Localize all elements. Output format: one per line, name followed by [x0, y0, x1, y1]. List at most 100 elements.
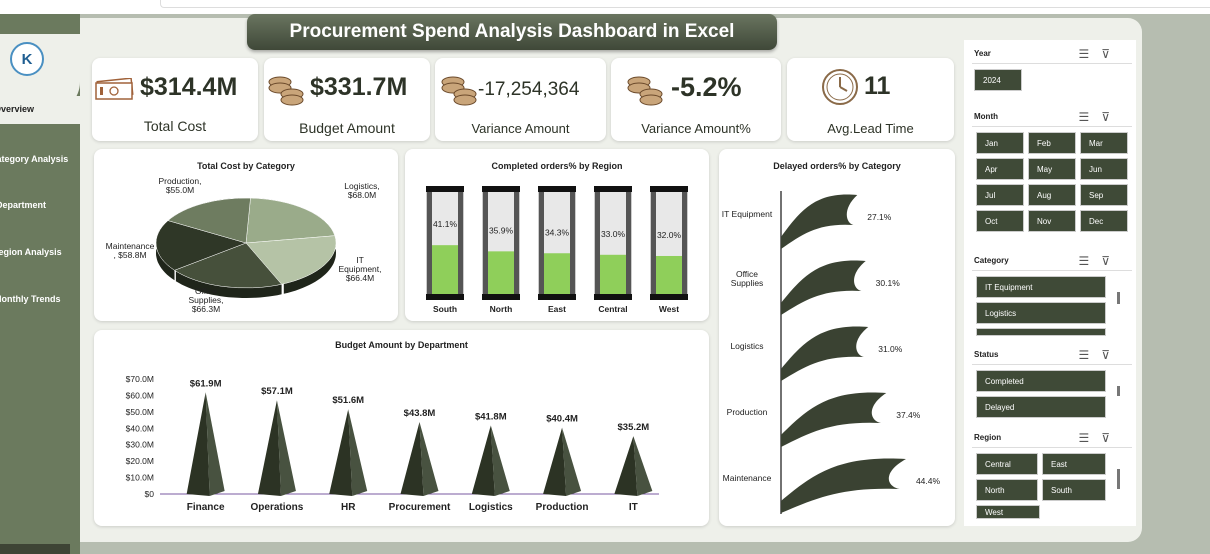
slicer-item-month[interactable]: Jan — [976, 132, 1024, 154]
slicer-separator — [972, 270, 1132, 271]
slicer-item-month[interactable]: Mar — [1080, 132, 1128, 154]
delayed-bar-it-equipment[interactable] — [781, 194, 858, 249]
kpi-label: Variance Amount — [471, 121, 570, 136]
delayed-bar-office-supplies[interactable] — [781, 260, 866, 315]
clear-filter-icon[interactable]: ⊽ — [1101, 348, 1122, 362]
slicer-item-month[interactable]: Jun — [1080, 158, 1128, 180]
budget-bar-finance[interactable] — [205, 392, 225, 496]
multi-select-icon[interactable]: ☰ — [1078, 110, 1102, 124]
pyramid-left-face — [257, 400, 281, 496]
clear-filter-icon[interactable]: ⊽ — [1101, 47, 1122, 61]
tube-cap — [538, 186, 576, 192]
chart-title: Delayed orders% by Category — [773, 161, 901, 171]
category-label: Production — [536, 502, 589, 513]
pie-slice-side — [283, 235, 336, 294]
slicer-item-month[interactable]: Apr — [976, 158, 1024, 180]
top-strip — [0, 0, 1210, 14]
multi-select-icon[interactable]: ☰ — [1078, 348, 1102, 362]
slicer-item-month[interactable]: Dec — [1080, 210, 1128, 232]
delayed-bar-production[interactable] — [781, 392, 887, 447]
completed-bar-north[interactable] — [488, 251, 514, 294]
budget-bar-operations[interactable] — [276, 400, 296, 496]
completed-bar-central[interactable] — [600, 254, 626, 294]
slicer-title: Month — [974, 112, 998, 121]
clear-filter-icon[interactable]: ⊽ — [1101, 431, 1122, 445]
sidebar-footer — [0, 544, 70, 554]
multi-select-icon[interactable]: ☰ — [1078, 431, 1102, 445]
completed-orders-chart: 41.1% South 35.9% North 34.3% East 33.0% Centra… — [426, 186, 688, 314]
multi-select-icon[interactable]: ☰ — [1078, 47, 1102, 61]
nav-department[interactable]: Department — [0, 194, 80, 216]
kpi-value: -17,254,364 — [478, 79, 580, 100]
nav-category-analysis[interactable]: Category Analysis — [0, 148, 80, 170]
nav-monthly-trends[interactable]: Monthly Trends — [0, 288, 80, 310]
coins-icon — [268, 76, 304, 106]
slicer-scrollbar[interactable] — [1117, 292, 1120, 304]
slicer-item-month[interactable]: Nov — [1028, 210, 1076, 232]
tube-base — [594, 294, 632, 300]
multi-select-icon[interactable]: ☰ — [1078, 254, 1102, 268]
slicer-item[interactable]: Logistics — [976, 302, 1106, 324]
slicer-scrollbar[interactable] — [1117, 386, 1120, 396]
y-tick-label: $60.0M — [126, 390, 154, 400]
completed-bar-west[interactable] — [656, 255, 682, 294]
budget-bar-production[interactable] — [562, 427, 582, 496]
pyramid-left-face — [400, 422, 424, 496]
slicer-item-month[interactable]: May — [1028, 158, 1076, 180]
slicer-item-month[interactable]: Aug — [1028, 184, 1076, 206]
category-label: West — [659, 304, 679, 314]
pie-data-label: Production, $55.0M — [159, 176, 202, 195]
pie-slice-office-supplies[interactable] — [173, 242, 283, 289]
nav-overview[interactable]: Overview — [0, 96, 80, 124]
nav-label: Category Analysis — [0, 154, 69, 164]
budget-bar-it[interactable] — [633, 436, 653, 496]
tube-shadow — [427, 189, 432, 297]
pie-slice-logistics[interactable] — [245, 197, 336, 244]
category-label: East — [548, 304, 566, 314]
category-label: HR — [341, 502, 356, 513]
slicer-item[interactable]: IT Equipment — [976, 276, 1106, 298]
slicer-item[interactable]: 2024 — [974, 69, 1022, 91]
y-tick-label: $0 — [145, 489, 155, 499]
nav-region-analysis[interactable]: Region Analysis — [0, 241, 80, 263]
pie-slice-maintenance[interactable] — [155, 220, 247, 271]
budget-bar-hr[interactable] — [348, 409, 368, 496]
tube-cap — [650, 186, 688, 192]
budget-bar-procurement[interactable] — [419, 422, 439, 496]
category-label: Office Supplies — [731, 269, 764, 288]
slicer-item[interactable]: South — [1042, 479, 1106, 501]
clear-filter-icon[interactable]: ⊽ — [1101, 254, 1122, 268]
slicer-item[interactable]: Central — [976, 453, 1038, 475]
delayed-bar-logistics[interactable] — [781, 326, 869, 381]
slicer-item-month[interactable]: Oct — [976, 210, 1024, 232]
pie-slice-production[interactable] — [167, 197, 251, 244]
logo-letter: K — [21, 50, 33, 68]
slicer-item-month[interactable]: Jul — [976, 184, 1024, 206]
company-logo: K — [10, 42, 44, 76]
bar-data-label: $40.4M — [546, 414, 578, 425]
chart-title: Total Cost by Category — [197, 161, 295, 171]
delayed-bar-maintenance[interactable] — [781, 458, 906, 513]
kpi-avg-lead-time: 11 Avg.Lead Time — [787, 58, 954, 141]
pie-slice-it-equipment[interactable] — [245, 235, 337, 285]
slicer-item[interactable]: East — [1042, 453, 1106, 475]
completed-bar-south[interactable] — [432, 245, 458, 294]
slicer-item-partial[interactable] — [976, 328, 1106, 336]
slicer-item[interactable]: North — [976, 479, 1038, 501]
category-label: IT Equipment — [722, 209, 773, 219]
budget-bar-logistics[interactable] — [490, 425, 510, 496]
budget-department-card: Budget Amount by Department $70.0M $60.0M… — [94, 330, 709, 526]
nav-label: Department — [0, 200, 47, 210]
slicer-item-month[interactable]: Sep — [1080, 184, 1128, 206]
slicer-item[interactable]: Completed — [976, 370, 1106, 392]
bar-data-label: $43.8M — [404, 408, 436, 419]
slicer-scrollbar[interactable] — [1117, 469, 1120, 489]
y-tick-label: $20.0M — [126, 456, 154, 466]
completed-bar-east[interactable] — [544, 253, 570, 294]
tube-base — [650, 294, 688, 300]
slicer-item[interactable]: Delayed — [976, 396, 1106, 418]
dashboard-title: Procurement Spend Analysis Dashboard in … — [247, 14, 777, 50]
slicer-item-month[interactable]: Feb — [1028, 132, 1076, 154]
slicer-item-partial[interactable]: West — [976, 505, 1040, 519]
clear-filter-icon[interactable]: ⊽ — [1101, 110, 1122, 124]
